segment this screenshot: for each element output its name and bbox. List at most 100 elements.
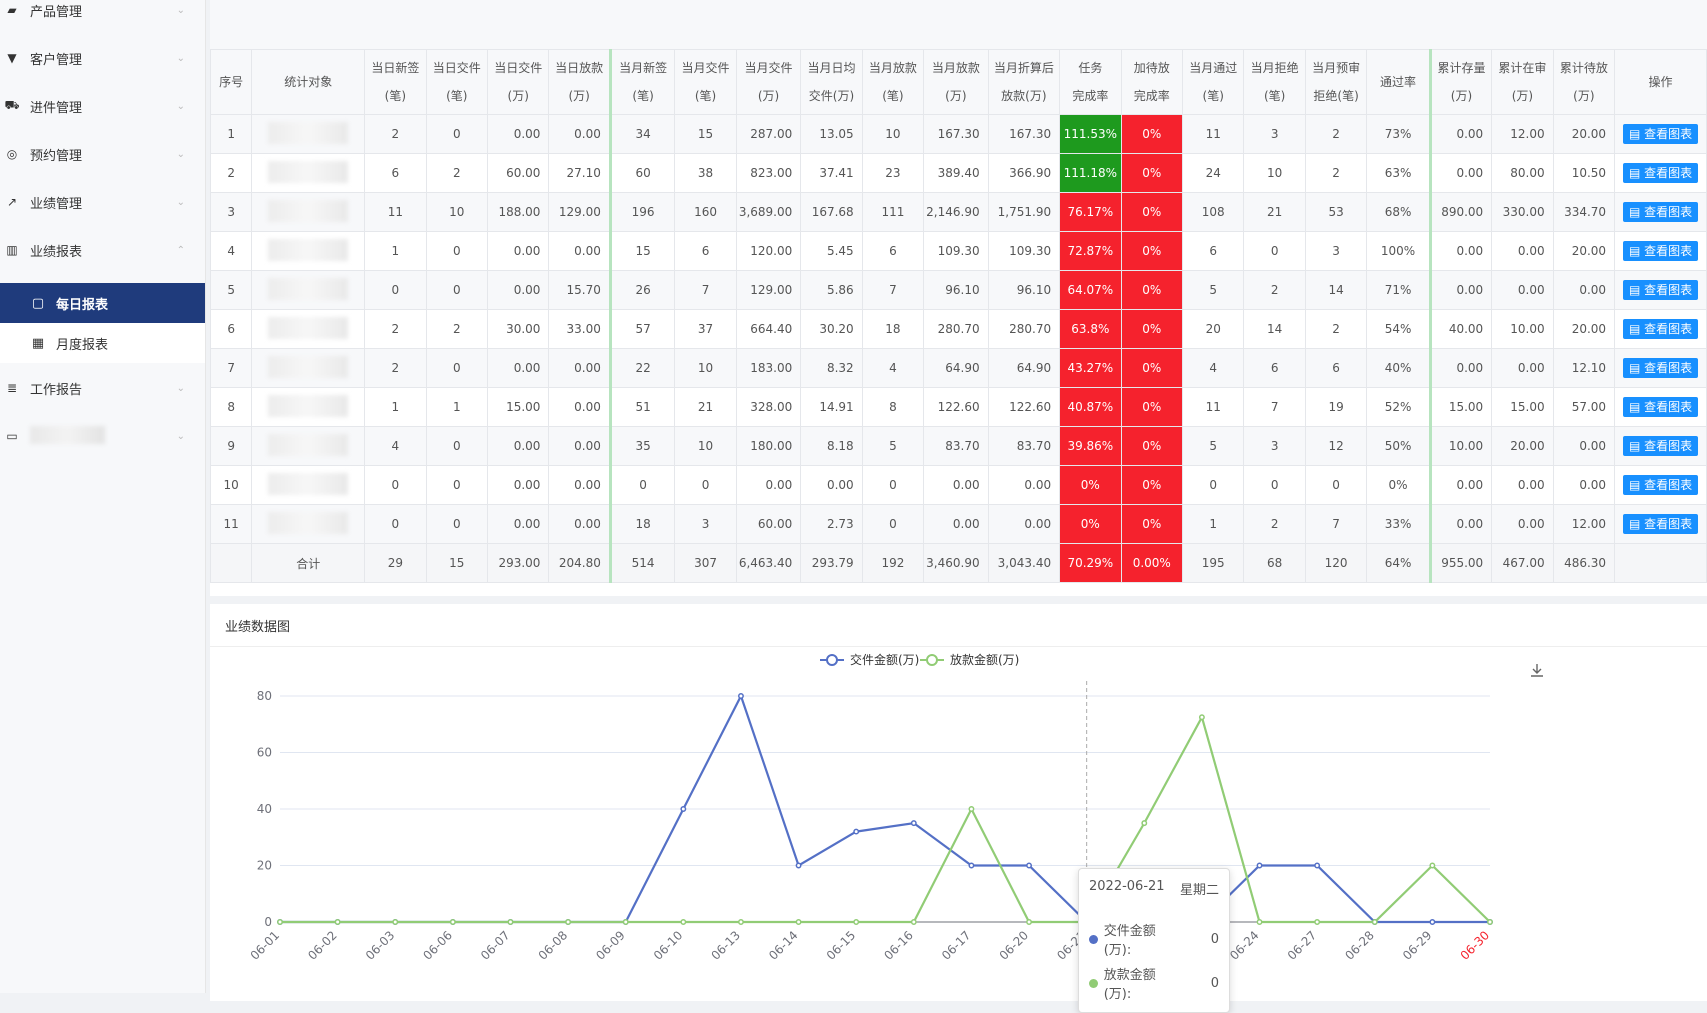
menu-item-performance[interactable]: ↗ 业绩管理 ⌄ bbox=[0, 178, 205, 226]
table-cell: 96.10 bbox=[987, 270, 1061, 310]
table-cell: 2 bbox=[364, 348, 427, 388]
x-tick-label: 06-30 bbox=[1458, 928, 1493, 963]
table-cell: 8.32 bbox=[800, 348, 863, 388]
column-header-line: 累计待放 bbox=[1559, 61, 1608, 75]
table-cell: 0 bbox=[608, 465, 676, 505]
stack-icon: ≣ bbox=[6, 381, 18, 395]
data-point bbox=[1256, 919, 1263, 925]
table-cell: 0.00 bbox=[1428, 270, 1493, 310]
table-cell: 4 bbox=[209, 231, 253, 271]
view-chart-button[interactable]: ▤ 查看图表 bbox=[1622, 397, 1699, 417]
submenu-item-monthly-report[interactable]: ▦ 月度报表 bbox=[0, 323, 205, 363]
legend-marker bbox=[826, 654, 838, 666]
document-icon: ▤ bbox=[1628, 166, 1645, 180]
view-chart-button[interactable]: ▤ 查看图表 bbox=[1622, 163, 1699, 183]
table-cell: 0.00 bbox=[1491, 231, 1554, 271]
data-point bbox=[680, 919, 687, 925]
menu-item-product[interactable]: ▰ 产品管理 ⌄ bbox=[0, 0, 205, 34]
table-cell: 167.68 bbox=[800, 192, 863, 232]
view-chart-button[interactable]: ▤ 查看图表 bbox=[1622, 280, 1699, 300]
menu-item-customer[interactable]: ▼ 客户管理 ⌄ bbox=[0, 34, 205, 82]
table-cell: 0.00 bbox=[1428, 231, 1493, 271]
table-cell: 合计 bbox=[251, 543, 366, 583]
view-chart-button[interactable]: ▤ 查看图表 bbox=[1622, 124, 1699, 144]
document-icon: ▤ bbox=[1628, 361, 1645, 375]
table-cell: 0.00 bbox=[1552, 270, 1616, 310]
table-cell: 0.00 bbox=[987, 504, 1061, 544]
table-cell: 13.05 bbox=[800, 114, 863, 154]
column-header: 任务 完成率 bbox=[1059, 49, 1122, 115]
column-header: 当日交件 (笔) bbox=[425, 49, 489, 115]
column-header: 累计在审 (万) bbox=[1491, 49, 1554, 115]
table-cell: 12.00 bbox=[1491, 114, 1554, 154]
view-chart-button[interactable]: ▤ 查看图表 bbox=[1622, 475, 1699, 495]
table-cell: 280.70 bbox=[987, 309, 1061, 349]
submenu-item-daily-report[interactable]: ▢ 每日报表 bbox=[0, 283, 205, 323]
table-cell: 2 bbox=[1243, 270, 1306, 310]
table-cell: 0.00 bbox=[486, 504, 550, 544]
view-chart-button[interactable]: ▤ 查看图表 bbox=[1622, 319, 1699, 339]
table-cell: 0.00 bbox=[486, 114, 550, 154]
table-cell: 0 bbox=[425, 348, 489, 388]
chart-panel: 业绩数据图 0 20 40 60 80 06-01 06-02 06-03 06-06 06-07… bbox=[210, 596, 1707, 1001]
table-cell: 0.00 bbox=[486, 465, 550, 505]
data-point bbox=[334, 919, 341, 925]
table-cell: 196 bbox=[608, 192, 676, 232]
table-cell: 4 bbox=[1181, 348, 1245, 388]
table-cell: 0.00% bbox=[1120, 543, 1183, 583]
chart-panel-title: 业绩数据图 bbox=[225, 620, 291, 635]
table-cell: 19 bbox=[1304, 387, 1368, 427]
column-header-line: 累计在审 bbox=[1498, 61, 1547, 75]
table-cell: 1 bbox=[425, 387, 489, 427]
table-cell: ▤ 查看图表 bbox=[1614, 192, 1707, 232]
view-chart-button[interactable]: ▤ 查看图表 bbox=[1622, 514, 1699, 534]
menu-label: 业绩管理 bbox=[30, 196, 83, 212]
data-point bbox=[1256, 862, 1263, 869]
table-cell: 0% bbox=[1120, 465, 1183, 505]
table-cell: 0 bbox=[1243, 231, 1306, 271]
view-chart-button[interactable]: ▤ 查看图表 bbox=[1622, 202, 1699, 222]
menu-item-application[interactable]: ⛟ 进件管理 ⌄ bbox=[0, 82, 205, 130]
table-cell: 0 bbox=[674, 465, 737, 505]
column-header-line: (笔) bbox=[446, 89, 468, 103]
table-cell: 0.00 bbox=[1491, 465, 1554, 505]
table-cell: ▤ 查看图表 bbox=[1614, 348, 1707, 388]
data-point bbox=[795, 862, 802, 869]
menu-item-appointment[interactable]: ◎ 预约管理 ⌄ bbox=[0, 130, 205, 178]
data-point bbox=[507, 919, 514, 925]
download-icon[interactable] bbox=[1528, 662, 1546, 680]
table-cell: 14.91 bbox=[800, 387, 863, 427]
table-cell: 72.87% bbox=[1059, 231, 1122, 271]
table-row: 7 2 0 0.00 0.00 22 10 183.00 8.32 4 64.90 64.90 43.2… bbox=[209, 348, 1707, 388]
table-cell: 0 bbox=[861, 465, 925, 505]
column-header: 当月交件 (万) bbox=[735, 49, 802, 115]
redacted-name bbox=[268, 121, 349, 144]
chevron-down-icon: ⌄ bbox=[176, 148, 185, 160]
button-label: 查看图表 bbox=[1644, 478, 1693, 492]
table-cell: 37 bbox=[674, 309, 737, 349]
table-cell: 109.30 bbox=[987, 231, 1061, 271]
column-header-line: (万) bbox=[1573, 89, 1595, 103]
column-header-line: 拒绝(笔) bbox=[1313, 89, 1359, 103]
table-row: 8 1 1 15.00 0.00 51 21 328.00 14.91 8 122.60 122.60… bbox=[209, 387, 1707, 427]
table-cell: 664.40 bbox=[735, 309, 802, 349]
view-chart-button[interactable]: ▤ 查看图表 bbox=[1622, 358, 1699, 378]
column-header-line: 当月折算后 bbox=[993, 61, 1054, 75]
tooltip-weekday: 星期二 bbox=[1179, 883, 1219, 898]
column-header-line: 当月交件 bbox=[744, 61, 793, 75]
table-cell: 6 bbox=[364, 153, 427, 193]
menu-item-performance-report[interactable]: ▥ 业绩报表 ⌃ bbox=[0, 226, 205, 274]
table-cell: 183.00 bbox=[735, 348, 802, 388]
table-cell: 63.8% bbox=[1059, 309, 1122, 349]
menu-item-obscured[interactable]: ▭ ⌄ bbox=[0, 412, 205, 460]
menu-item-work-report[interactable]: ≣ 工作报告 ⌄ bbox=[0, 364, 205, 412]
table-cell: 83.70 bbox=[987, 426, 1061, 466]
x-tick-label: 06-28 bbox=[1342, 928, 1377, 963]
table-cell: ▤ 查看图表 bbox=[1614, 504, 1707, 544]
table-cell: 0.00 bbox=[486, 270, 550, 310]
table-cell bbox=[251, 426, 366, 466]
view-chart-button[interactable]: ▤ 查看图表 bbox=[1622, 241, 1699, 261]
view-chart-button[interactable]: ▤ 查看图表 bbox=[1622, 436, 1699, 456]
table-cell: ▤ 查看图表 bbox=[1614, 465, 1707, 505]
column-header-line: (万) bbox=[757, 89, 780, 103]
